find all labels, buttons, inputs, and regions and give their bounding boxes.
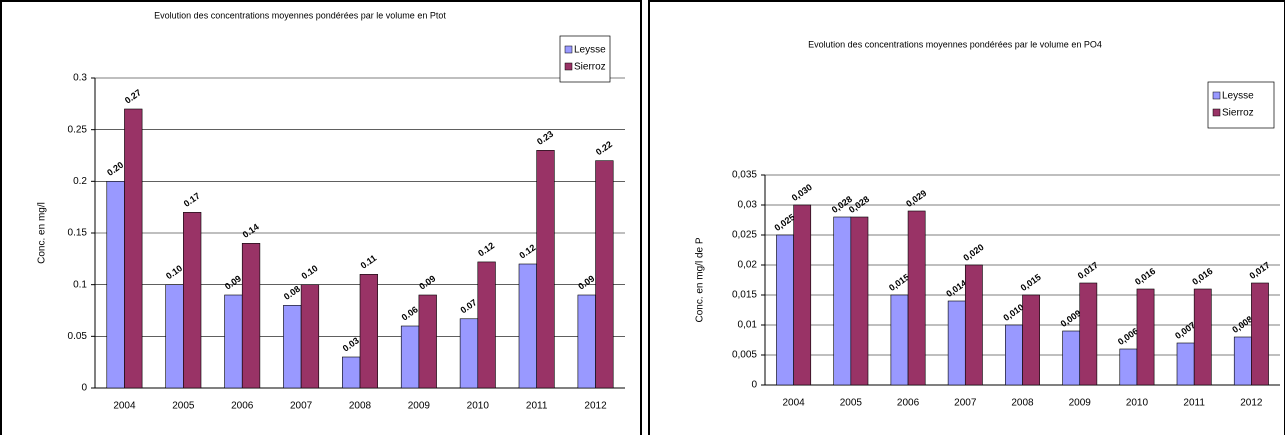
- legend-label: Sierroz: [574, 62, 606, 73]
- bar: [224, 294, 243, 389]
- chart-title: Evolution des concentrations moyennes po…: [808, 39, 1102, 49]
- y-tick-label: 0.3: [73, 73, 87, 84]
- y-tick-label: 0,035: [732, 170, 757, 181]
- bar: [400, 325, 420, 389]
- bar: [1136, 288, 1155, 386]
- bar: [833, 216, 852, 386]
- legend-swatch: [564, 62, 573, 71]
- bar: [241, 243, 261, 389]
- x-tick-label: 2010: [1126, 398, 1149, 409]
- bar: [577, 294, 596, 389]
- bar: [477, 261, 496, 389]
- bar: [106, 181, 125, 389]
- bar: [359, 274, 378, 389]
- x-tick-label: 2009: [1069, 398, 1092, 409]
- y-tick-label: 0.05: [68, 331, 88, 342]
- x-tick-label: 2006: [231, 401, 254, 412]
- bar: [1251, 282, 1269, 386]
- bar: [595, 160, 614, 389]
- y-tick-label: 0,025: [732, 230, 757, 241]
- y-axis-label: Conc. en mg/l de P: [695, 237, 706, 322]
- bar: [1079, 282, 1098, 386]
- y-tick-label: 0,015: [732, 290, 757, 301]
- legend-box: [1207, 81, 1275, 129]
- y-tick-label: 0.25: [68, 124, 88, 135]
- x-tick-label: 2007: [954, 398, 977, 409]
- bar: [890, 294, 909, 386]
- x-tick-label: 2005: [840, 398, 863, 409]
- x-tick-label: 2011: [526, 401, 548, 412]
- x-tick-label: 2012: [584, 401, 607, 412]
- legend-label: Leysse: [574, 45, 606, 56]
- chart-title: Evolution des concentrations moyennes po…: [154, 10, 446, 20]
- y-tick-label: 0.2: [73, 176, 87, 187]
- x-tick-label: 2009: [408, 401, 431, 412]
- legend-label: Sierroz: [1222, 108, 1254, 119]
- bar: [536, 150, 555, 389]
- bar: [947, 300, 966, 386]
- legend-box: [559, 35, 611, 83]
- y-tick-label: 0.15: [68, 228, 88, 239]
- bar: [964, 264, 983, 386]
- bar: [300, 284, 320, 389]
- y-tick-label: 0.1: [73, 279, 87, 290]
- bar: [459, 318, 479, 389]
- bar: [1005, 324, 1023, 386]
- x-tick-label: 2004: [113, 401, 136, 412]
- y-tick-label: 0: [81, 383, 87, 394]
- legend-swatch: [564, 45, 573, 54]
- x-tick-label: 2008: [1011, 398, 1034, 409]
- legend-label: Leysse: [1222, 91, 1254, 102]
- bar: [283, 305, 302, 389]
- bar: [850, 216, 869, 386]
- bar: [793, 204, 812, 386]
- bar: [1062, 330, 1081, 386]
- y-tick-label: 0,005: [732, 350, 757, 361]
- bar: [776, 234, 794, 386]
- legend-swatch: [1212, 108, 1221, 117]
- bar: [518, 263, 537, 389]
- bar: [342, 356, 361, 389]
- y-tick-label: 0,03: [738, 200, 758, 211]
- bar: [1119, 348, 1138, 386]
- bar: [1022, 294, 1040, 386]
- bar: [124, 108, 143, 389]
- bar: [165, 284, 184, 389]
- x-tick-label: 2010: [467, 401, 490, 412]
- bar: [183, 212, 202, 389]
- y-axis-label: Conc. en mg/l: [37, 202, 48, 264]
- bar: [907, 210, 926, 386]
- bar: [418, 294, 437, 389]
- y-tick-label: 0,02: [738, 260, 758, 271]
- x-tick-label: 2007: [290, 401, 313, 412]
- bar: [1233, 336, 1252, 386]
- y-tick-label: 0: [751, 380, 757, 391]
- y-tick-label: 0,01: [738, 320, 758, 331]
- x-tick-label: 2012: [1240, 398, 1263, 409]
- bar: [1176, 342, 1195, 386]
- x-tick-label: 2011: [1183, 398, 1205, 409]
- x-tick-label: 2004: [782, 398, 805, 409]
- x-tick-label: 2005: [172, 401, 195, 412]
- legend-swatch: [1212, 91, 1221, 100]
- bar: [1193, 288, 1212, 386]
- x-tick-label: 2008: [349, 401, 372, 412]
- x-tick-label: 2006: [897, 398, 920, 409]
